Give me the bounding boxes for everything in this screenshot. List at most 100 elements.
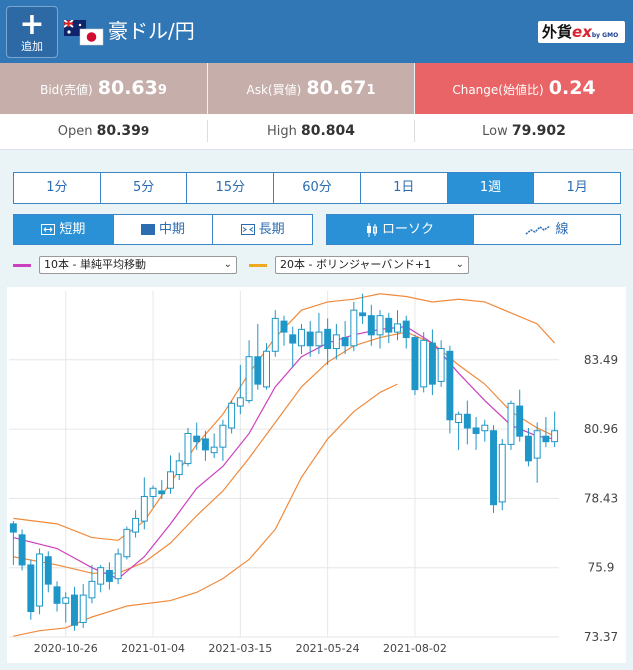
ma-select-value: 10本 - 単純平均移動 (44, 258, 146, 271)
candle-body (498, 443, 506, 503)
bid-label: Bid(売値) (40, 83, 93, 97)
candle-body (376, 315, 384, 336)
candle-body (149, 487, 157, 497)
candle-body (36, 553, 44, 607)
line-chart-label: 線 (555, 222, 569, 237)
low-value: 79.902 (511, 123, 566, 139)
tab-1min[interactable]: 1分 (46, 180, 68, 195)
candlestick-label: ローソク (381, 222, 434, 237)
candle-body (446, 350, 454, 421)
indicator-ma: 10本 - 単純平均移動 ⌄ (13, 256, 239, 274)
aud-jpy-flags-icon (64, 20, 104, 46)
term-long-label: 長期 (258, 222, 285, 237)
candle-body (27, 564, 35, 613)
x-tick-label: 2021-08-02 (383, 642, 447, 655)
open-main: 80.39 (96, 123, 141, 139)
term-selector: 短期 中期 長期 (13, 214, 313, 245)
divider (414, 120, 415, 142)
line-chart-button[interactable]: 線 (473, 215, 620, 244)
add-button-label: 追加 (21, 40, 43, 53)
high-value: 80.804 (301, 123, 356, 139)
logo-sub: by GMO (591, 32, 619, 39)
candle-body (341, 337, 349, 347)
plus-icon: + (19, 7, 45, 42)
candle-body (114, 553, 122, 580)
candle-body (18, 534, 26, 566)
chevron-down-icon: ⌄ (223, 259, 232, 270)
candle-body (411, 337, 419, 391)
candle-body (420, 339, 428, 388)
y-tick-label: 73.37 (584, 630, 618, 644)
x-tick-label: 2021-05-24 (296, 642, 360, 655)
ask-quote: Ask(買値) 80.671 (208, 63, 414, 114)
term-mid-button[interactable]: 中期 (112, 215, 213, 244)
x-tick-label: 2021-01-04 (121, 642, 185, 655)
candle-body (263, 350, 271, 388)
candle-body (132, 517, 140, 533)
tab-60min[interactable]: 60分 (273, 173, 360, 203)
candle-body (201, 438, 209, 451)
candle-body (280, 320, 288, 333)
candle-body (516, 405, 524, 437)
ma-swatch (13, 264, 31, 267)
box-icon (141, 224, 155, 235)
candle-body (394, 323, 401, 333)
candle-body (9, 523, 17, 533)
candlestick-chart[interactable]: 83.49 80.96 78.43 75.9 73.37 2020-10-26 2021-0… (7, 287, 626, 663)
candlestick-button[interactable]: ローソク (327, 215, 473, 244)
logo-ex: ex (572, 23, 592, 41)
candle-body (385, 317, 393, 333)
candle-body (71, 594, 78, 626)
tab-1day[interactable]: 1日 (359, 173, 447, 203)
change-value: 0.24 (548, 77, 596, 99)
candle-body (289, 334, 297, 344)
ma10-line (13, 325, 555, 580)
tab-5min[interactable]: 5分 (99, 173, 187, 203)
line-chart-icon (526, 224, 551, 235)
candle-body (219, 424, 227, 448)
candle-body (315, 331, 323, 347)
candle-body (306, 331, 314, 347)
candle-body (551, 430, 559, 443)
candle-body (367, 315, 375, 336)
logo-main: 外貨 (542, 23, 573, 41)
bid-main: 80.63 (97, 77, 158, 99)
candle-body (228, 402, 236, 429)
candle-body (324, 328, 332, 350)
candle-body (463, 413, 471, 429)
term-short-label: 短期 (59, 222, 86, 237)
tab-15min[interactable]: 15分 (186, 173, 273, 203)
header-bar: + 追加 豪ドル/円 外貨exby GMO (0, 0, 633, 63)
tab-1month[interactable]: 1月 (533, 173, 620, 203)
bid-quote: Bid(売値) 80.639 (0, 63, 207, 114)
gaika-ex-logo: 外貨exby GMO (538, 21, 625, 43)
chevron-down-icon: ⌄ (455, 259, 464, 270)
candle-body (175, 460, 183, 476)
candle-body (297, 328, 305, 347)
candle-body (44, 556, 52, 585)
candle-body (88, 580, 96, 599)
candle-body (359, 312, 367, 317)
term-long-button[interactable]: 長期 (212, 215, 312, 244)
candle-body (193, 435, 201, 443)
term-short-button[interactable]: 短期 (14, 215, 113, 244)
add-button[interactable]: + 追加 (6, 6, 58, 58)
open-label: Open (57, 124, 93, 139)
candle-body (53, 586, 61, 604)
currency-pair-title: 豪ドル/円 (108, 19, 195, 43)
open-pip: 9 (140, 124, 150, 138)
candle-body (79, 594, 87, 623)
candle-body (123, 528, 131, 558)
tab-1week[interactable]: 1週 (446, 173, 534, 203)
candlestick-icon (366, 222, 377, 237)
candle-body (158, 490, 166, 495)
ma-select[interactable]: 10本 - 単純平均移動 ⌄ (39, 256, 237, 274)
indicator-bb: 20本 - ボリンジャーバンド+1 ⌄ (249, 256, 475, 274)
divider (207, 120, 208, 142)
bb-select[interactable]: 20本 - ボリンジャーバンド+1 ⌄ (275, 256, 469, 274)
candle-body (332, 334, 340, 350)
expand-arrows-icon (41, 224, 56, 235)
candle-body (140, 495, 148, 522)
candle-body (437, 348, 445, 382)
high-label: High (266, 124, 297, 139)
